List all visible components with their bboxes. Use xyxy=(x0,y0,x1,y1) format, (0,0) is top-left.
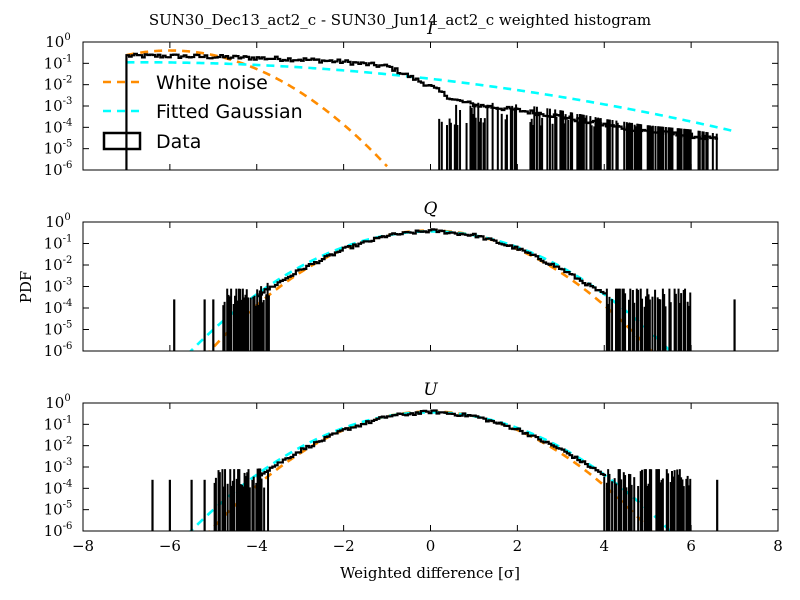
y-tick-label: 10-3 xyxy=(44,96,73,115)
data-series-line xyxy=(256,409,606,479)
panel-title: Q xyxy=(424,199,438,219)
data-series-line xyxy=(125,52,719,170)
y-tick-label: 10-1 xyxy=(44,414,73,433)
y-tick-label: 10-6 xyxy=(44,341,73,360)
white-noise-curve xyxy=(126,49,389,168)
legend-label: Fitted Gaussian xyxy=(156,101,303,123)
legend-swatch xyxy=(102,131,142,151)
x-tick-label: 4 xyxy=(599,537,609,555)
x-tick-label: 2 xyxy=(513,537,523,555)
x-tick-label: 6 xyxy=(686,537,696,555)
panel-I: I 100 10-1 10-2 10-3 10-4 10-5 10-6 xyxy=(44,19,779,179)
data-sparse-bins xyxy=(438,102,718,170)
y-tick-label: 10-6 xyxy=(44,160,73,179)
x-tick-label: 0 xyxy=(426,537,436,555)
plot-area xyxy=(151,409,719,531)
y-tick-label: 10-4 xyxy=(44,117,73,136)
figure-title: SUN30_Dec13_act2_c - SUN30_Jun14_act2_c … xyxy=(149,11,651,29)
fitted-gaussian-curve xyxy=(126,60,735,133)
y-tick-label: 10-4 xyxy=(44,298,73,317)
panel-title: I xyxy=(426,19,434,39)
y-tick-label: 10-5 xyxy=(44,320,73,339)
y-tick-label: 10-2 xyxy=(44,436,73,455)
x-tick-label: −6 xyxy=(159,537,181,555)
y-tick-label: 100 xyxy=(45,32,70,51)
data-series-line xyxy=(256,228,606,298)
y-tick-label: 10-5 xyxy=(44,139,73,158)
legend: White noise Fitted Gaussian Data xyxy=(102,72,303,153)
plot-area xyxy=(173,228,736,351)
white-noise-curve xyxy=(208,410,653,531)
y-tick-label: 100 xyxy=(45,393,70,412)
plot-area xyxy=(125,49,735,170)
data-sparse-bins xyxy=(173,282,736,351)
x-tick-label: 8 xyxy=(773,537,783,555)
x-tick-label: −2 xyxy=(333,537,355,555)
panel-title: U xyxy=(423,380,438,400)
y-tick-label: 10-4 xyxy=(44,478,73,497)
legend-label: White noise xyxy=(156,72,268,94)
y-tick-label: 100 xyxy=(45,212,70,231)
y-tick-label: 10-2 xyxy=(44,255,73,274)
legend-label: Data xyxy=(156,131,201,153)
x-tick-label: −4 xyxy=(246,537,268,555)
y-tick-label: 10-1 xyxy=(44,53,73,72)
y-axis-label: PDF xyxy=(17,271,35,304)
panels: I 100 10-1 10-2 10-3 10-4 10-5 10-6 Q 100 10-1 10-2… xyxy=(44,19,783,555)
fitted-gaussian-curve xyxy=(189,411,673,531)
white-noise-curve xyxy=(208,229,653,351)
data-sparse-bins xyxy=(151,468,719,531)
panel-Q: Q 100 10-1 10-2 10-3 10-4 10-5 10-6 xyxy=(44,199,779,360)
y-tick-label: 10-3 xyxy=(44,277,73,296)
x-axis-label: Weighted difference [σ] xyxy=(340,564,520,582)
y-tick-label: 10-6 xyxy=(44,521,73,540)
panel-U: U −8 −6 −4 −2 0 2 4 6 8 100 10-1 10-2 10-3 10-4 10-5 10-… xyxy=(44,380,783,555)
y-tick-label: 10-5 xyxy=(44,500,73,519)
x-tick-label: −8 xyxy=(72,537,94,555)
y-tick-label: 10-2 xyxy=(44,75,73,94)
y-tick-label: 10-1 xyxy=(44,234,73,253)
y-tick-label: 10-3 xyxy=(44,457,73,476)
